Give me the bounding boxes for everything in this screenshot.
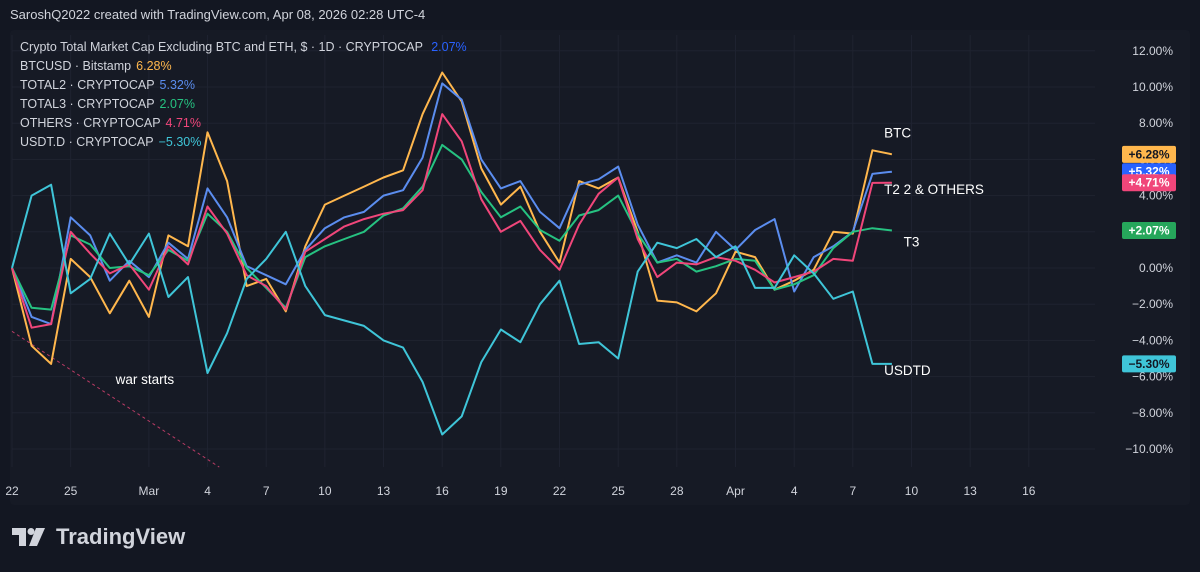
price-chart[interactable]: 22 25 Mar 4 7 10 13 16 19 22 25 28 Apr 4 7 10 13 16 12.00… [0, 0, 1200, 505]
legend-value: 6.28% [136, 59, 172, 73]
x-tick-label: 10 [318, 484, 332, 498]
price-badge [1122, 222, 1176, 240]
y-tick-label: 12.00% [1132, 44, 1173, 58]
x-tick-label: 7 [849, 484, 856, 498]
x-tick-label: 13 [377, 484, 391, 498]
legend-value: 5.32% [159, 78, 195, 92]
legend-row-total2[interactable]: TOTAL2 · CRYPTOCAP 5.32% [20, 76, 467, 95]
annotations-layer: BTC T2 2 & OTHERS T3 USDTD war starts [115, 126, 984, 387]
x-tick-label: 19 [494, 484, 508, 498]
series-line-btcusd[interactable] [11, 71, 893, 365]
chart-annotation[interactable]: T2 2 & OTHERS [884, 182, 984, 197]
price-badges: +6.28%+5.32%+4.71%+2.07%−5.30% [1122, 145, 1176, 373]
chart-annotation[interactable]: war starts [115, 372, 175, 387]
x-tick-label: 22 [5, 484, 19, 498]
y-tick-label: −2.00% [1132, 297, 1173, 311]
series-line-total2[interactable] [11, 82, 893, 326]
trendline-layer [11, 330, 220, 468]
legend-title-value: 2.07% [431, 40, 467, 54]
x-tick-label: 10 [905, 484, 919, 498]
price-badge [1122, 174, 1176, 192]
x-tick-label: 28 [670, 484, 684, 498]
legend-row-others[interactable]: OTHERS · CRYPTOCAP 4.71% [20, 114, 467, 133]
war-trendline[interactable] [11, 330, 220, 468]
series-lines [11, 71, 893, 436]
legend-name: TOTAL2 · CRYPTOCAP [20, 78, 155, 92]
legend-row-total3[interactable]: TOTAL3 · CRYPTOCAP 2.07% [20, 95, 467, 114]
series-line-usdtd[interactable] [11, 183, 892, 436]
y-tick-label: −4.00% [1132, 333, 1173, 347]
price-badge-label: +2.07% [1128, 224, 1169, 238]
legend-value: 4.71% [165, 116, 201, 130]
y-tick-label: 8.00% [1139, 116, 1173, 130]
x-tick-label: Apr [726, 484, 745, 498]
chart-annotation[interactable]: BTC [884, 126, 911, 141]
x-tick-label: 16 [436, 484, 450, 498]
y-tick-label: 4.00% [1139, 189, 1173, 203]
legend-name: TOTAL3 · CRYPTOCAP [20, 97, 155, 111]
y-tick-label: −10.00% [1125, 442, 1173, 456]
legend-value: 2.07% [159, 97, 195, 111]
x-tick-label: 25 [611, 484, 625, 498]
chart-legend: Crypto Total Market Cap Excluding BTC an… [20, 38, 467, 152]
chart-annotation[interactable]: T3 [904, 234, 920, 249]
chart-grid [11, 35, 1095, 467]
y-tick-label: 0.00% [1139, 261, 1173, 275]
legend-row-usdtd[interactable]: USDT.D · CRYPTOCAP −5.30% [20, 133, 467, 152]
y-axis: 12.00%10.00%8.00%6.00%4.00%2.00%0.00%−2.… [1125, 44, 1173, 456]
x-tick-label: 4 [204, 484, 211, 498]
price-badge-label: +4.71% [1128, 176, 1169, 190]
tradingview-logo-icon [12, 528, 45, 546]
tradingview-brand-text: TradingView [56, 524, 186, 549]
x-tick-label: 4 [791, 484, 798, 498]
y-tick-label: −8.00% [1132, 406, 1173, 420]
chart-annotation[interactable]: USDTD [884, 363, 931, 378]
legend-name: OTHERS · CRYPTOCAP [20, 116, 161, 130]
x-axis: 22 25 Mar 4 7 10 13 16 19 22 25 28 Apr 4 7 10 13 16 [5, 484, 1035, 498]
legend-title: Crypto Total Market Cap Excluding BTC an… [20, 40, 423, 54]
x-tick-label: 16 [1022, 484, 1036, 498]
price-badge-label: −5.30% [1128, 357, 1169, 371]
legend-value: −5.30% [158, 135, 202, 149]
legend-name: BTCUSD · Bitstamp [20, 59, 132, 73]
x-tick-label: 25 [64, 484, 78, 498]
x-tick-label: 7 [263, 484, 270, 498]
price-badge-label: +6.28% [1128, 147, 1169, 161]
x-tick-label: 22 [553, 484, 567, 498]
tradingview-logo[interactable]: TradingView [12, 524, 185, 550]
legend-name: USDT.D · CRYPTOCAP [20, 135, 154, 149]
x-tick-label: Mar [139, 484, 160, 498]
legend-row-btcusd[interactable]: BTCUSD · Bitstamp 6.28% [20, 57, 467, 76]
price-badge [1122, 355, 1176, 373]
author-credit: SaroshQ2022 created with TradingView.com… [10, 7, 426, 22]
legend-title-row[interactable]: Crypto Total Market Cap Excluding BTC an… [20, 38, 467, 57]
y-tick-label: 10.00% [1132, 80, 1173, 94]
x-tick-label: 13 [963, 484, 977, 498]
y-tick-label: −6.00% [1132, 370, 1173, 384]
price-badge [1122, 145, 1176, 163]
